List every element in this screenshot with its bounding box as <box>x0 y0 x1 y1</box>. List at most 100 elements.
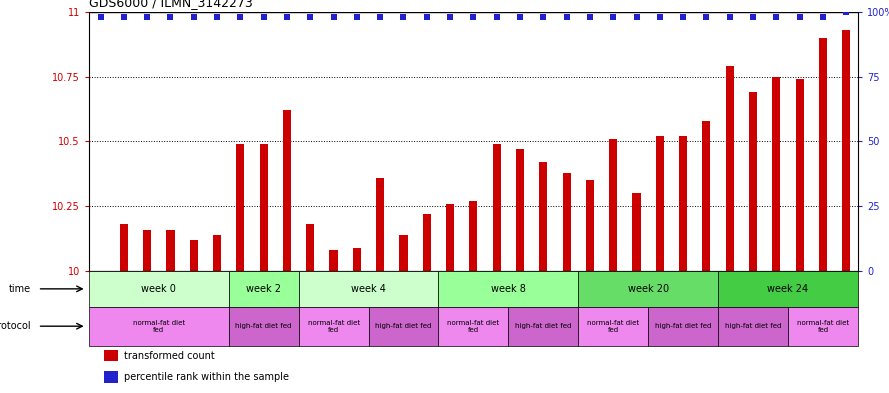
Bar <box>438 271 578 307</box>
Text: protocol: protocol <box>0 321 30 331</box>
Bar <box>516 149 525 271</box>
Point <box>140 14 155 20</box>
Point <box>839 9 853 15</box>
Point <box>513 14 527 20</box>
Point <box>210 14 224 20</box>
Bar <box>578 271 718 307</box>
Bar <box>446 204 454 271</box>
Text: week 2: week 2 <box>246 284 281 294</box>
Point <box>792 14 806 20</box>
Point <box>373 14 388 20</box>
Text: week 4: week 4 <box>351 284 386 294</box>
Text: percentile rank within the sample: percentile rank within the sample <box>124 372 289 382</box>
Point <box>606 14 621 20</box>
Bar <box>656 136 664 271</box>
Bar <box>306 224 315 271</box>
Text: week 0: week 0 <box>141 284 176 294</box>
Point <box>349 14 364 20</box>
Text: normal-fat diet
fed: normal-fat diet fed <box>447 320 500 333</box>
Bar <box>540 162 548 271</box>
Bar <box>438 307 509 346</box>
Bar <box>422 214 431 271</box>
Point <box>490 14 504 20</box>
Text: normal-fat diet
fed: normal-fat diet fed <box>587 320 639 333</box>
Point <box>257 14 271 20</box>
Point <box>420 14 434 20</box>
Text: normal-fat diet
fed: normal-fat diet fed <box>797 320 849 333</box>
Bar <box>369 307 438 346</box>
Text: high-fat diet fed: high-fat diet fed <box>236 323 292 329</box>
Text: week 8: week 8 <box>491 284 525 294</box>
Text: high-fat diet fed: high-fat diet fed <box>375 323 432 329</box>
Bar <box>104 371 118 383</box>
Bar <box>586 180 594 271</box>
Point <box>187 14 201 20</box>
Bar <box>679 136 687 271</box>
Bar <box>330 250 338 271</box>
Bar <box>89 271 228 307</box>
Bar <box>228 307 299 346</box>
Bar <box>819 38 827 271</box>
Point <box>536 14 550 20</box>
Point <box>116 14 131 20</box>
Bar <box>469 201 477 271</box>
Point <box>583 14 597 20</box>
Bar <box>796 79 804 271</box>
Text: normal-fat diet
fed: normal-fat diet fed <box>132 320 185 333</box>
Point <box>164 14 178 20</box>
Point <box>559 14 573 20</box>
Bar <box>104 350 118 362</box>
Bar <box>493 144 501 271</box>
Text: week 24: week 24 <box>767 284 808 294</box>
Text: high-fat diet fed: high-fat diet fed <box>515 323 572 329</box>
Bar <box>718 307 788 346</box>
Bar <box>189 240 198 271</box>
Bar <box>283 110 291 271</box>
Bar <box>773 77 781 271</box>
Text: week 20: week 20 <box>628 284 669 294</box>
Bar <box>399 235 407 271</box>
Bar <box>725 66 733 271</box>
Bar <box>578 307 648 346</box>
Bar <box>632 193 641 271</box>
Bar <box>213 235 221 271</box>
Point <box>653 14 667 20</box>
Point <box>326 14 340 20</box>
Bar <box>509 307 578 346</box>
Bar <box>788 307 858 346</box>
Point <box>280 14 294 20</box>
Bar <box>166 230 174 271</box>
Point <box>676 14 690 20</box>
Bar <box>236 144 244 271</box>
Text: high-fat diet fed: high-fat diet fed <box>725 323 781 329</box>
Bar <box>143 230 151 271</box>
Bar <box>376 178 384 271</box>
Point <box>816 14 830 20</box>
Point <box>233 14 247 20</box>
Point <box>769 14 783 20</box>
Bar <box>609 139 617 271</box>
Bar <box>749 92 757 271</box>
Point <box>93 14 108 20</box>
Text: normal-fat diet
fed: normal-fat diet fed <box>308 320 360 333</box>
Point <box>700 14 714 20</box>
Point <box>443 14 457 20</box>
Bar <box>648 307 718 346</box>
Text: GDS6000 / ILMN_3142273: GDS6000 / ILMN_3142273 <box>89 0 252 9</box>
Point <box>303 14 317 20</box>
Text: transformed count: transformed count <box>124 351 214 361</box>
Point <box>396 14 411 20</box>
Bar <box>353 248 361 271</box>
Bar <box>718 271 858 307</box>
Text: time: time <box>9 284 30 294</box>
Bar <box>702 121 710 271</box>
Bar <box>89 307 228 346</box>
Bar <box>299 271 438 307</box>
Bar <box>120 224 128 271</box>
Point <box>467 14 481 20</box>
Point <box>723 14 737 20</box>
Bar <box>228 271 299 307</box>
Point <box>629 14 644 20</box>
Bar <box>260 144 268 271</box>
Point <box>746 14 760 20</box>
